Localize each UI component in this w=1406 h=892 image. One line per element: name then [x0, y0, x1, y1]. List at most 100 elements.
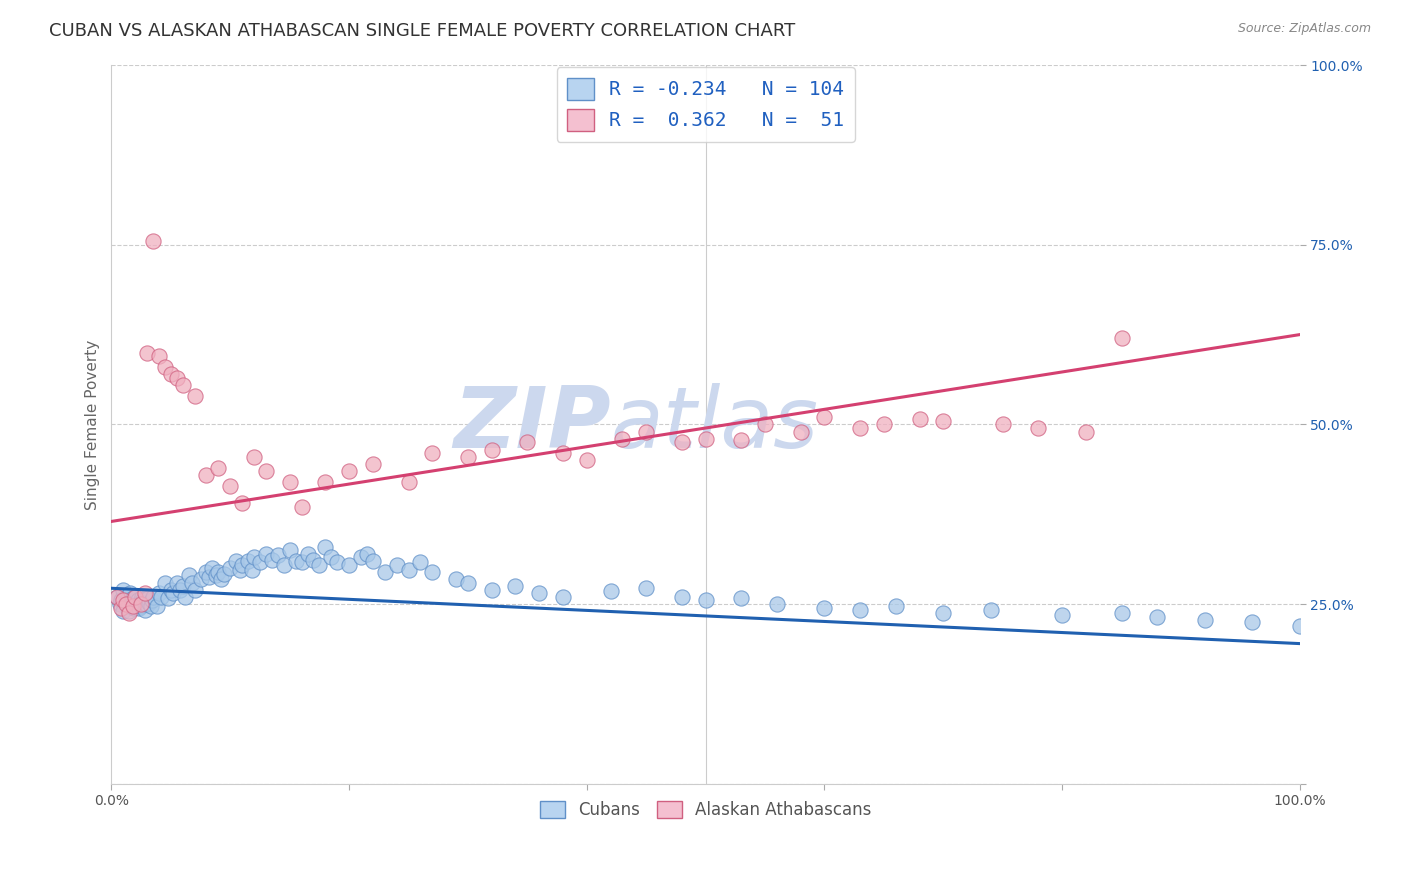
Point [308, 558, 330, 572]
Point [243, 550, 266, 565]
Point [129, 599, 152, 613]
Point [457, 450, 479, 464]
Point [1111, 331, 1133, 345]
Point [302, 552, 325, 566]
Point [671, 590, 693, 604]
Point [128, 600, 150, 615]
Point [361, 457, 384, 471]
Point [117, 599, 139, 613]
Point [932, 414, 955, 428]
Point [131, 590, 153, 604]
Point [612, 432, 634, 446]
Point [254, 547, 277, 561]
Text: ZIP: ZIP [453, 383, 610, 466]
Point [813, 600, 835, 615]
Point [231, 558, 253, 572]
Point [172, 579, 194, 593]
Point [398, 475, 420, 489]
Point [260, 552, 283, 566]
Point [201, 561, 224, 575]
Point [337, 558, 360, 572]
Point [127, 593, 149, 607]
Point [1074, 425, 1097, 439]
Point [551, 446, 574, 460]
Point [409, 555, 432, 569]
Point [110, 593, 132, 607]
Point [153, 575, 176, 590]
Point [671, 435, 693, 450]
Point [575, 453, 598, 467]
Point [121, 596, 143, 610]
Point [420, 565, 443, 579]
Point [240, 563, 263, 577]
Point [932, 606, 955, 620]
Point [166, 370, 188, 384]
Point [1146, 610, 1168, 624]
Point [314, 540, 336, 554]
Point [150, 590, 173, 604]
Point [1050, 607, 1073, 622]
Point [297, 547, 319, 561]
Point [207, 460, 229, 475]
Point [135, 597, 157, 611]
Point [225, 554, 247, 568]
Point [105, 590, 128, 604]
Point [243, 450, 266, 464]
Point [849, 421, 872, 435]
Point [190, 572, 212, 586]
Point [529, 586, 551, 600]
Point [166, 575, 188, 590]
Point [1194, 613, 1216, 627]
Point [172, 377, 194, 392]
Point [115, 593, 138, 607]
Point [551, 590, 574, 604]
Point [219, 478, 242, 492]
Legend: Cubans, Alaskan Athabascans: Cubans, Alaskan Athabascans [533, 794, 879, 826]
Text: CUBAN VS ALASKAN ATHABASCAN SINGLE FEMALE POVERTY CORRELATION CHART: CUBAN VS ALASKAN ATHABASCAN SINGLE FEMAL… [49, 22, 796, 40]
Point [209, 572, 232, 586]
Point [278, 543, 301, 558]
Point [129, 596, 152, 610]
Point [174, 590, 197, 604]
Text: atlas: atlas [610, 383, 818, 466]
Y-axis label: Single Female Poverty: Single Female Poverty [86, 339, 100, 509]
Point [219, 561, 242, 575]
Point [290, 555, 312, 569]
Point [125, 597, 148, 611]
Point [1241, 615, 1264, 629]
Point [695, 432, 717, 446]
Point [195, 467, 218, 482]
Point [636, 425, 658, 439]
Point [636, 581, 658, 595]
Point [105, 590, 128, 604]
Point [160, 367, 183, 381]
Point [754, 417, 776, 432]
Point [290, 500, 312, 514]
Point [112, 593, 135, 607]
Point [160, 582, 183, 597]
Point [505, 579, 527, 593]
Point [145, 599, 167, 613]
Point [108, 597, 131, 611]
Point [420, 446, 443, 460]
Point [114, 590, 136, 604]
Point [278, 475, 301, 489]
Point [385, 558, 408, 572]
Point [124, 590, 146, 604]
Point [1111, 606, 1133, 620]
Point [112, 582, 135, 597]
Point [183, 389, 205, 403]
Point [148, 349, 170, 363]
Point [314, 475, 336, 489]
Point [136, 345, 159, 359]
Point [908, 411, 931, 425]
Point [849, 603, 872, 617]
Point [599, 584, 621, 599]
Point [337, 464, 360, 478]
Point [114, 597, 136, 611]
Point [284, 554, 307, 568]
Point [695, 593, 717, 607]
Point [132, 593, 155, 607]
Point [884, 599, 907, 613]
Point [267, 548, 290, 562]
